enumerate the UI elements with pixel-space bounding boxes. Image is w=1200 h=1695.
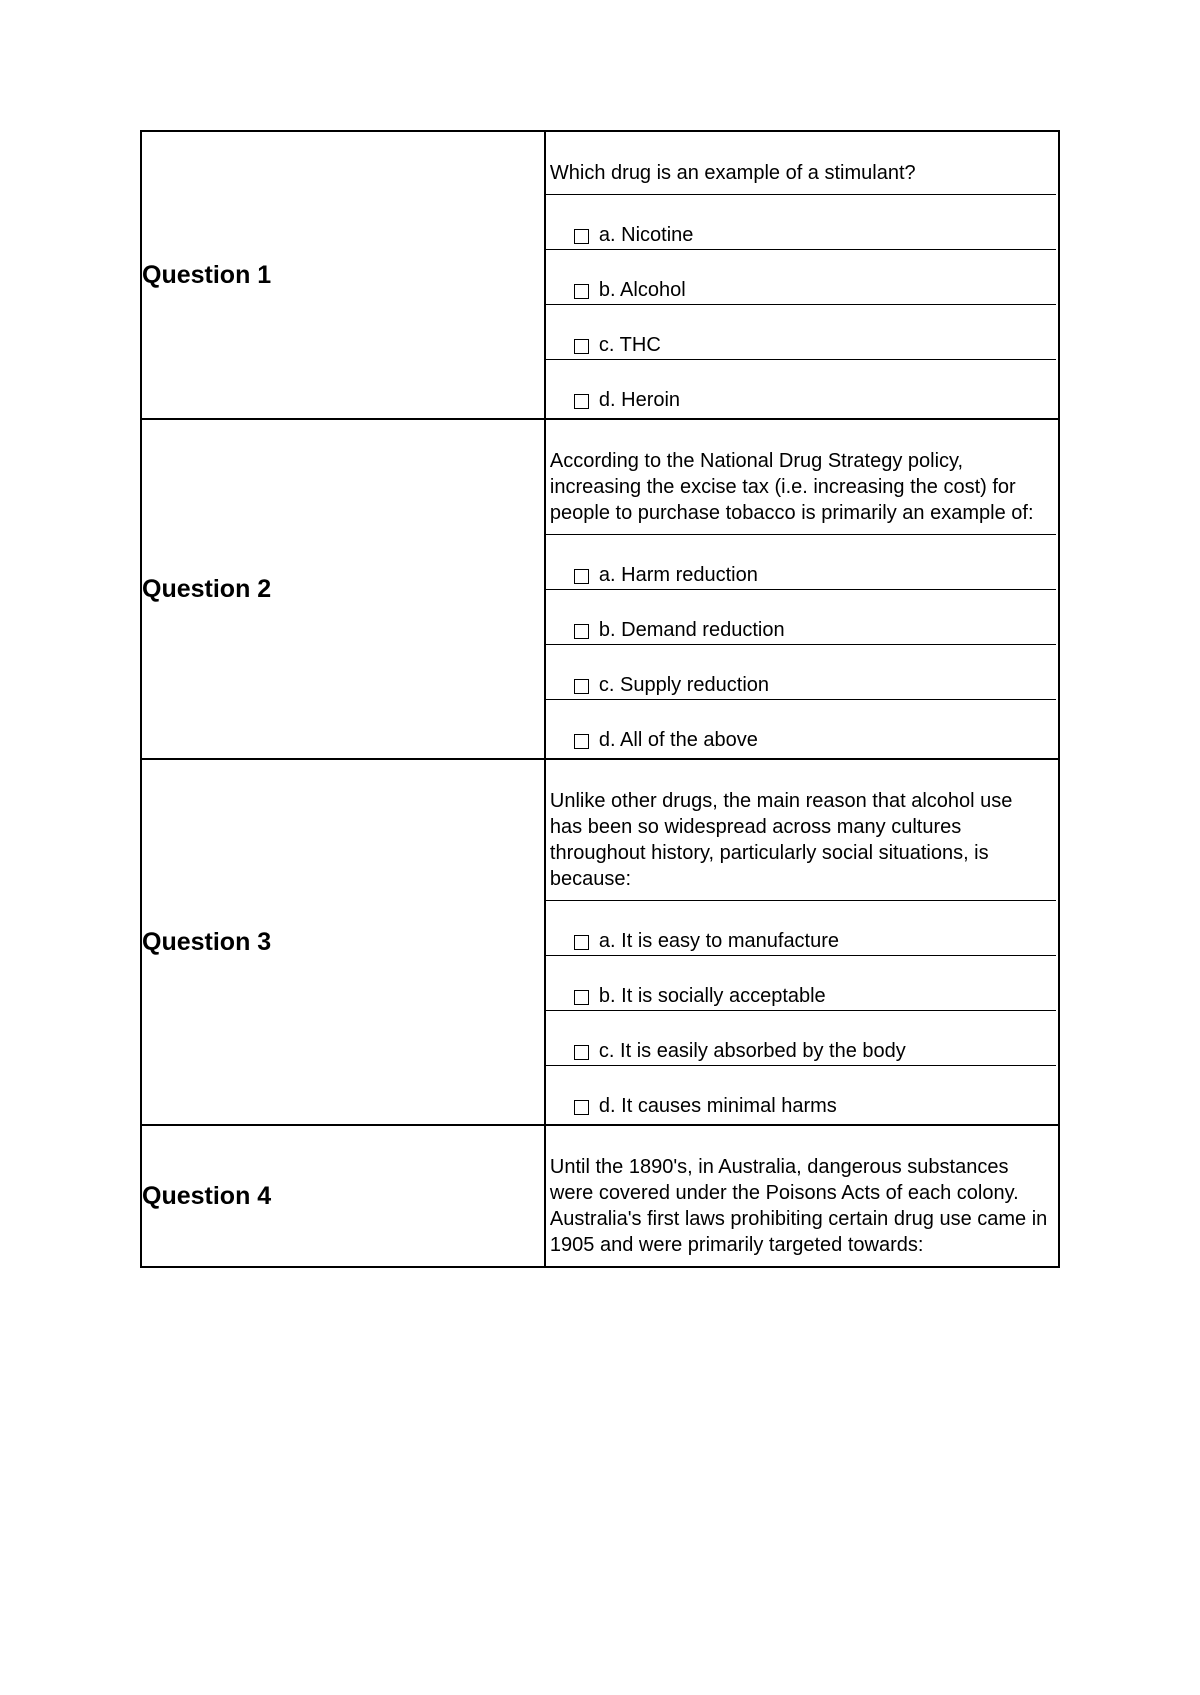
option-text: d. Heroin [599, 388, 680, 412]
question-body-cell: Which drug is an example of a stimulant?… [545, 131, 1059, 419]
question-label: Question 3 [142, 928, 271, 956]
question-body-cell: Unlike other drugs, the main reason that… [545, 759, 1059, 1125]
option-row[interactable]: c. THC [546, 305, 1056, 360]
quiz-tbody: Question 1 Which drug is an example of a… [141, 131, 1059, 1267]
checkbox-icon[interactable] [574, 679, 589, 694]
checkbox-icon[interactable] [574, 935, 589, 950]
table-row: Question 4 Until the 1890's, in Australi… [141, 1125, 1059, 1267]
checkbox-icon[interactable] [574, 569, 589, 584]
option-text: c. Supply reduction [599, 673, 769, 697]
checkbox-icon[interactable] [574, 734, 589, 749]
option-row[interactable]: d. Heroin [546, 360, 1056, 418]
question-prompt: According to the National Drug Strategy … [546, 420, 1056, 535]
option-text: a. Harm reduction [599, 563, 758, 587]
option-row[interactable]: a. Nicotine [546, 195, 1056, 250]
page: Question 1 Which drug is an example of a… [0, 0, 1200, 1368]
question-label: Question 4 [142, 1182, 271, 1210]
option-text: a. It is easy to manufacture [599, 929, 839, 953]
option-row[interactable]: b. Alcohol [546, 250, 1056, 305]
question-label-cell: Question 3 [141, 759, 545, 1125]
option-text: b. Demand reduction [599, 618, 785, 642]
question-prompt: Until the 1890's, in Australia, dangerou… [546, 1126, 1056, 1266]
checkbox-icon[interactable] [574, 339, 589, 354]
checkbox-icon[interactable] [574, 229, 589, 244]
option-row[interactable]: b. It is socially acceptable [546, 956, 1056, 1011]
table-row: Question 1 Which drug is an example of a… [141, 131, 1059, 419]
option-row[interactable]: c. Supply reduction [546, 645, 1056, 700]
option-text: b. Alcohol [599, 278, 686, 302]
table-row: Question 3 Unlike other drugs, the main … [141, 759, 1059, 1125]
question-label: Question 1 [142, 261, 271, 289]
checkbox-icon[interactable] [574, 990, 589, 1005]
question-label: Question 2 [142, 575, 271, 603]
option-text: b. It is socially acceptable [599, 984, 826, 1008]
quiz-table: Question 1 Which drug is an example of a… [140, 130, 1060, 1268]
question-prompt: Which drug is an example of a stimulant? [546, 132, 1056, 195]
option-row[interactable]: b. Demand reduction [546, 590, 1056, 645]
question-label-cell: Question 2 [141, 419, 545, 759]
checkbox-icon[interactable] [574, 284, 589, 299]
option-row[interactable]: c. It is easily absorbed by the body [546, 1011, 1056, 1066]
question-label-cell: Question 4 [141, 1125, 545, 1267]
option-text: d. All of the above [599, 728, 758, 752]
option-text: c. It is easily absorbed by the body [599, 1039, 906, 1063]
checkbox-icon[interactable] [574, 1100, 589, 1115]
option-row[interactable]: a. Harm reduction [546, 535, 1056, 590]
question-body-cell: Until the 1890's, in Australia, dangerou… [545, 1125, 1059, 1267]
checkbox-icon[interactable] [574, 1045, 589, 1060]
option-text: a. Nicotine [599, 223, 694, 247]
question-prompt: Unlike other drugs, the main reason that… [546, 760, 1056, 901]
option-row[interactable]: a. It is easy to manufacture [546, 901, 1056, 956]
checkbox-icon[interactable] [574, 394, 589, 409]
option-text: d. It causes minimal harms [599, 1094, 837, 1118]
checkbox-icon[interactable] [574, 624, 589, 639]
question-label-cell: Question 1 [141, 131, 545, 419]
question-body-cell: According to the National Drug Strategy … [545, 419, 1059, 759]
table-row: Question 2 According to the National Dru… [141, 419, 1059, 759]
option-text: c. THC [599, 333, 661, 357]
option-row[interactable]: d. It causes minimal harms [546, 1066, 1056, 1124]
option-row[interactable]: d. All of the above [546, 700, 1056, 758]
